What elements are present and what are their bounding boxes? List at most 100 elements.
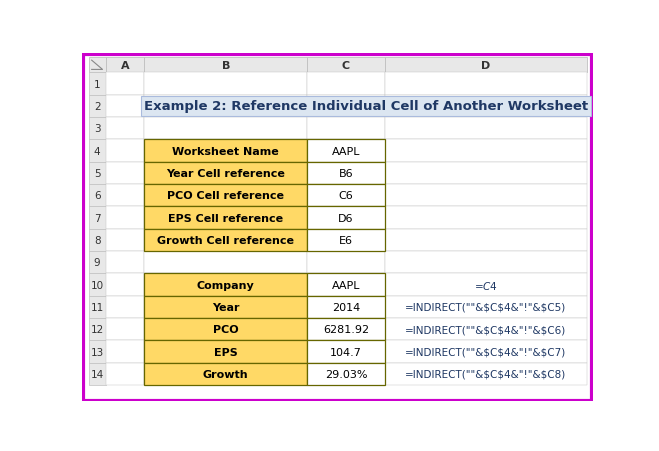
Bar: [144, 318, 307, 341]
Bar: [307, 58, 385, 74]
Bar: [105, 318, 144, 341]
Bar: [144, 74, 307, 96]
Text: D6: D6: [338, 213, 354, 223]
Bar: [385, 207, 587, 229]
Bar: [307, 185, 385, 207]
Bar: [307, 140, 385, 162]
Text: EPS Cell reference: EPS Cell reference: [168, 213, 283, 223]
Bar: [307, 207, 385, 229]
Bar: [105, 185, 144, 207]
Bar: [105, 296, 144, 318]
Text: A: A: [121, 60, 129, 71]
Bar: [307, 363, 385, 385]
Text: 10: 10: [90, 280, 103, 290]
Bar: [105, 162, 144, 185]
Bar: [105, 229, 144, 252]
Text: PCO: PCO: [213, 325, 239, 335]
Bar: [105, 363, 144, 385]
Bar: [88, 58, 105, 74]
Bar: [88, 341, 105, 363]
Bar: [307, 162, 385, 185]
Text: 5: 5: [94, 169, 100, 179]
Bar: [88, 363, 105, 385]
Text: Growth Cell reference: Growth Cell reference: [158, 235, 295, 245]
Bar: [144, 207, 307, 229]
Bar: [307, 363, 385, 385]
Bar: [307, 318, 385, 341]
Text: 29.03%: 29.03%: [325, 369, 367, 379]
Bar: [144, 58, 307, 74]
Bar: [385, 74, 587, 96]
Bar: [307, 252, 385, 274]
Text: AAPL: AAPL: [331, 146, 360, 156]
Text: 104.7: 104.7: [330, 347, 362, 357]
Bar: [385, 162, 587, 185]
Bar: [144, 363, 307, 385]
Text: 2: 2: [94, 102, 100, 112]
Bar: [307, 74, 385, 96]
Bar: [385, 58, 587, 74]
Bar: [144, 296, 307, 318]
Bar: [307, 207, 385, 229]
Bar: [144, 162, 307, 185]
Bar: [88, 185, 105, 207]
Text: 12: 12: [90, 325, 103, 335]
Text: 9: 9: [94, 258, 100, 268]
Bar: [385, 341, 587, 363]
Text: 6: 6: [94, 191, 100, 201]
Bar: [307, 185, 385, 207]
Text: =INDIRECT(""&$C$4&"!"&$C5): =INDIRECT(""&$C$4&"!"&$C5): [405, 302, 566, 312]
Bar: [144, 162, 307, 185]
Bar: [140, 97, 590, 116]
Text: Company: Company: [197, 280, 254, 290]
Bar: [105, 252, 144, 274]
Bar: [385, 96, 587, 118]
Bar: [144, 118, 307, 140]
Bar: [144, 96, 307, 118]
Bar: [307, 341, 385, 363]
Bar: [88, 118, 105, 140]
Bar: [88, 252, 105, 274]
Bar: [88, 207, 105, 229]
Bar: [88, 140, 105, 162]
Bar: [88, 96, 105, 118]
Text: 1: 1: [94, 79, 100, 89]
Bar: [307, 341, 385, 363]
Text: 8: 8: [94, 235, 100, 245]
Bar: [105, 140, 144, 162]
Bar: [105, 74, 144, 96]
Text: 7: 7: [94, 213, 100, 223]
Text: EPS: EPS: [214, 347, 238, 357]
Bar: [88, 162, 105, 185]
Text: E6: E6: [339, 235, 353, 245]
Bar: [307, 118, 385, 140]
Text: =$C$4: =$C$4: [474, 279, 498, 291]
Bar: [105, 58, 144, 74]
Text: C6: C6: [339, 191, 353, 201]
Bar: [144, 229, 307, 252]
Bar: [88, 229, 105, 252]
Bar: [385, 318, 587, 341]
Text: 3: 3: [94, 124, 100, 134]
Bar: [385, 296, 587, 318]
Text: Year: Year: [212, 302, 239, 312]
Bar: [307, 296, 385, 318]
Bar: [144, 296, 307, 318]
Bar: [105, 274, 144, 296]
Bar: [385, 185, 587, 207]
Text: AAPL: AAPL: [331, 280, 360, 290]
Bar: [307, 274, 385, 296]
Text: PCO Cell reference: PCO Cell reference: [167, 191, 284, 201]
Bar: [144, 229, 307, 252]
Bar: [144, 252, 307, 274]
Bar: [105, 207, 144, 229]
Text: Worksheet Name: Worksheet Name: [173, 146, 279, 156]
Bar: [307, 229, 385, 252]
Text: =INDIRECT(""&$C$4&"!"&$C6): =INDIRECT(""&$C$4&"!"&$C6): [405, 325, 566, 335]
Text: 2014: 2014: [331, 302, 360, 312]
Bar: [307, 96, 385, 118]
Bar: [88, 274, 105, 296]
Text: 6281.92: 6281.92: [323, 325, 369, 335]
Bar: [307, 140, 385, 162]
Text: Example 2: Reference Individual Cell of Another Worksheet: Example 2: Reference Individual Cell of …: [144, 100, 588, 113]
